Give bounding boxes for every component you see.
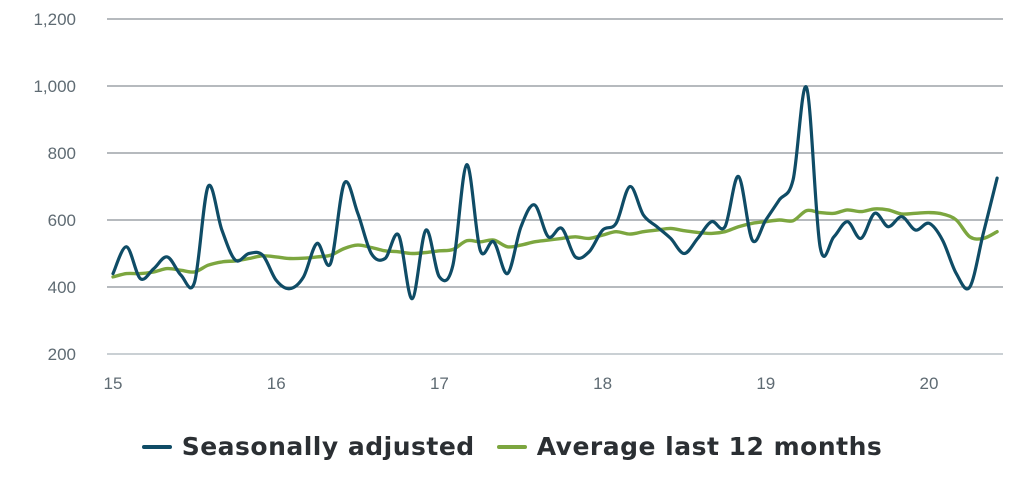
axes: 200 400 600 800 1,000 1,200 15 16 17 18 19 20: [33, 10, 938, 393]
line-chart: 200 400 600 800 1,000 1,200 15 16 17 18 19 20: [33, 10, 1003, 393]
x-tick-label: 16: [267, 374, 286, 393]
legend-label-average-last-12-months: Average last 12 months: [536, 432, 883, 461]
series-lines: [111, 85, 999, 301]
gridlines: [107, 18, 1003, 355]
y-tick-label: 800: [48, 144, 76, 163]
x-tick-label: 20: [920, 374, 939, 393]
series-points-seasonally-adjusted: [112, 87, 999, 300]
series-line-average-last-12-months: [111, 207, 999, 279]
x-tick-label: 15: [104, 374, 123, 393]
series-line-seasonally-adjusted: [111, 85, 999, 301]
legend-item-average-last-12-months: Average last 12 months: [496, 432, 883, 461]
y-tick-label: 400: [48, 278, 76, 297]
y-tick-label: 200: [48, 345, 76, 364]
legend-swatch-seasonally-adjusted: [141, 444, 172, 449]
y-tick-label: 600: [48, 211, 76, 230]
y-tick-label: 1,000: [33, 77, 76, 96]
legend-label-seasonally-adjusted: Seasonally adjusted: [181, 432, 475, 461]
x-tick-label: 17: [430, 374, 449, 393]
series-points-average-last-12-months: [112, 208, 999, 278]
legend-item-seasonally-adjusted: Seasonally adjusted: [141, 432, 475, 461]
legend-swatch-average-last-12-months: [496, 444, 527, 449]
x-tick-label: 19: [756, 374, 775, 393]
x-tick-label: 18: [593, 374, 612, 393]
legend: Seasonally adjusted Average last 12 mont…: [0, 432, 1024, 461]
y-tick-label: 1,200: [33, 10, 76, 29]
